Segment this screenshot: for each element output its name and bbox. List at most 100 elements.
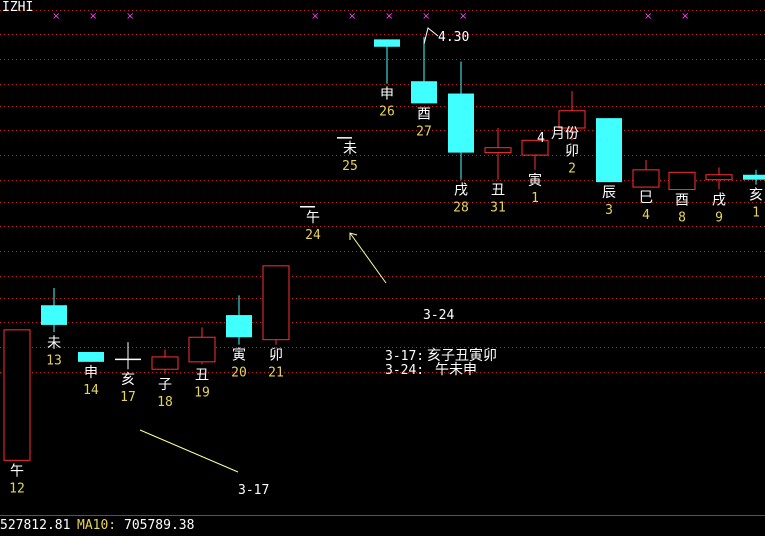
count-label: 14 <box>83 383 99 398</box>
month-number: 4 <box>537 131 545 146</box>
candle <box>632 160 660 188</box>
chart-title: IZHI <box>2 0 33 15</box>
candle <box>262 265 290 345</box>
note1-date: 3-17: <box>385 349 424 364</box>
candle-body <box>188 336 216 363</box>
count-label: 18 <box>157 395 173 410</box>
branch-label: 午 <box>10 463 24 479</box>
count-label: 9 <box>715 211 723 226</box>
branch-label: 申 <box>380 87 394 103</box>
candle <box>448 61 474 180</box>
candle <box>151 349 179 375</box>
branch-label: 酉 <box>417 106 431 122</box>
branch-label: 申 <box>84 365 98 381</box>
candle-body <box>226 315 252 338</box>
count-label: 1 <box>531 191 539 206</box>
candle-body <box>262 265 290 341</box>
branch-label: 未 <box>47 335 61 351</box>
candle-body <box>374 39 400 47</box>
branch-label: 亥 <box>121 372 135 388</box>
marker-icon: × <box>348 11 356 22</box>
candle <box>668 171 696 191</box>
candle-body <box>484 147 512 154</box>
count-label: 8 <box>678 211 686 226</box>
candle-body <box>632 169 660 188</box>
count-label: 13 <box>46 353 62 368</box>
candle <box>115 342 141 370</box>
candle <box>743 169 765 185</box>
marker-icon: × <box>126 11 134 22</box>
branch-label: 戌 <box>454 183 468 199</box>
candle-body <box>596 118 622 183</box>
marker-icon: × <box>52 11 60 22</box>
marker-icon: × <box>681 11 689 22</box>
candle <box>188 327 216 365</box>
candle-body <box>448 93 474 153</box>
count-label: 26 <box>379 105 395 120</box>
candle-body <box>668 171 696 191</box>
note1-text: 亥子丑寅卯 <box>427 347 497 364</box>
candle <box>41 288 67 333</box>
branch-label: 未 <box>343 141 357 157</box>
count-label: 20 <box>231 366 247 381</box>
count-label: 3 <box>605 203 613 218</box>
candle-body <box>151 356 179 370</box>
count-label: 17 <box>120 390 136 405</box>
count-label: 12 <box>9 481 25 496</box>
candle-body <box>705 174 733 181</box>
ma10-value: 705789.38 <box>124 518 194 533</box>
candle-body <box>411 81 437 104</box>
marker-icon: × <box>644 11 652 22</box>
count-label: 31 <box>490 201 506 216</box>
marker-icon: × <box>89 11 97 22</box>
candle <box>484 128 512 180</box>
count-label: 4 <box>642 208 650 223</box>
candle <box>411 36 437 104</box>
trend-line-down <box>139 429 239 473</box>
marker-icon: × <box>311 11 319 22</box>
branch-label: 寅 <box>528 172 542 189</box>
candles <box>3 36 765 461</box>
candle-body <box>41 305 67 325</box>
branch-label: 卯 <box>269 348 283 364</box>
branch-label: 子 <box>158 377 172 393</box>
candle <box>226 295 252 345</box>
branch-label: 酉 <box>675 193 689 209</box>
branch-label: 亥 <box>749 188 763 204</box>
top-markers: × × × × × × × × × × <box>52 11 689 22</box>
candle-body <box>3 329 31 461</box>
candle <box>558 91 586 141</box>
count-label: 27 <box>416 124 432 139</box>
month-label: 月份 <box>551 126 579 142</box>
candle-body <box>78 352 104 362</box>
candle <box>705 167 733 190</box>
date-mark-3-24: 3-24 <box>423 308 454 323</box>
footer-value: 527812.81 <box>0 518 70 533</box>
ma10-label: MA10: <box>77 518 116 533</box>
candle <box>3 329 31 461</box>
count-label: 25 <box>342 159 358 174</box>
marker-icon: × <box>385 11 393 22</box>
branch-label: 卯 <box>565 143 579 159</box>
candle-body <box>743 174 765 180</box>
branch-label: 寅 <box>232 347 246 364</box>
count-label: 28 <box>453 201 469 216</box>
candle <box>374 39 400 84</box>
branch-label: 丑 <box>491 183 505 199</box>
count-label: 2 <box>568 161 576 176</box>
candle-body <box>558 110 586 129</box>
count-label: 1 <box>752 206 760 221</box>
count-label: 21 <box>268 366 284 381</box>
peak-label: 4.30 <box>438 30 469 45</box>
note2-text: 午未申 <box>435 362 477 378</box>
branch-label: 戌 <box>712 193 726 209</box>
note2-date: 3-24: <box>385 363 424 378</box>
peak-pointer: 4.30 <box>423 27 469 45</box>
marker-icon: × <box>459 11 467 22</box>
candle <box>596 118 622 183</box>
branch-label: 丑 <box>195 367 209 383</box>
count-label: 24 <box>305 228 321 243</box>
branch-label: 辰 <box>602 185 616 201</box>
